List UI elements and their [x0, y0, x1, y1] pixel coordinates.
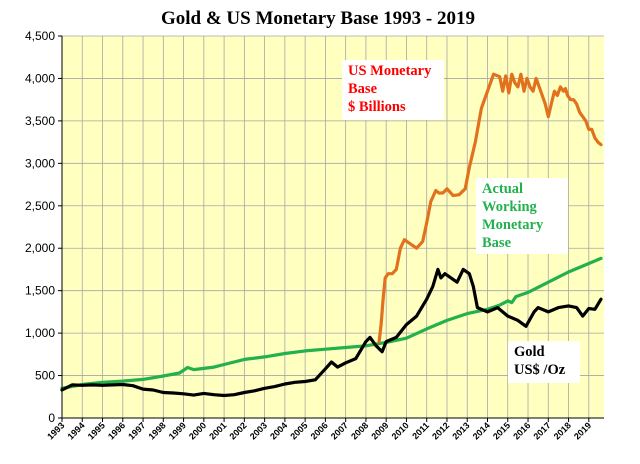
- x-tick-label: 2000: [187, 420, 208, 441]
- x-tick-label: 2015: [491, 420, 512, 441]
- x-tick-label: 2005: [288, 420, 309, 441]
- x-tick-label: 2007: [329, 420, 350, 441]
- x-tick-label: 2013: [450, 420, 471, 441]
- y-tick-label: 3,000: [25, 156, 55, 170]
- x-tick-label: 1995: [86, 420, 107, 441]
- annotations: US Monetary Base $ Billions Actual Working Mo…: [342, 60, 580, 383]
- y-tick-label: 2,000: [25, 241, 55, 255]
- x-tick-label: 1997: [126, 420, 147, 441]
- annotation-line: Monetary: [482, 217, 544, 233]
- x-tick-label: 2018: [552, 420, 573, 441]
- x-tick-label: 2003: [248, 420, 269, 441]
- x-tick-label: 2001: [207, 420, 228, 441]
- y-tick-label: 3,500: [25, 114, 55, 128]
- series-line-2: [60, 267, 603, 398]
- x-tick-label: 2009: [369, 420, 390, 441]
- annotation-line: Working: [482, 199, 538, 215]
- annotation-line: Gold: [514, 344, 545, 360]
- x-tick-label: 1999: [167, 420, 188, 441]
- y-tick-label: 0: [48, 411, 55, 425]
- y-tick-label: 4,500: [25, 29, 55, 43]
- y-tick-label: 2,500: [25, 199, 55, 213]
- series-line-0: [377, 72, 603, 344]
- x-axis-ticks: 1993 1994 1995 1996 1997 1998 1999 2000 2001 2002…: [45, 418, 593, 442]
- annotation-line: Base: [348, 81, 378, 97]
- y-tick-label: 1,500: [25, 284, 55, 298]
- x-tick-label: 2019: [572, 420, 593, 441]
- x-tick-label: 2011: [410, 420, 431, 441]
- y-tick-label: 1,000: [25, 326, 55, 340]
- axes: [61, 36, 604, 419]
- annotation-box: [342, 60, 444, 120]
- y-axis-ticks: 0 500 1,000 1,500 2,000 2,500 3,000 3,500 4,000 4…: [25, 29, 62, 425]
- x-tick-label: 2012: [430, 420, 451, 441]
- annotation-line: $ Billions: [348, 99, 406, 115]
- annotation-line: Base: [482, 235, 512, 251]
- x-tick-label: 2017: [531, 420, 552, 441]
- series-line-1: [60, 256, 603, 390]
- x-tick-label: 2004: [268, 420, 289, 441]
- x-tick-label: 1994: [65, 420, 86, 441]
- series-lines: [60, 72, 603, 398]
- annotation-line: US$ /Oz: [514, 362, 566, 378]
- chart-title: Gold & US Monetary Base 1993 - 2019: [161, 8, 475, 29]
- x-tick-label: 2010: [390, 420, 411, 441]
- x-tick-label: 1998: [146, 420, 167, 441]
- x-tick-label: 1996: [106, 420, 127, 441]
- annotation-line: US Monetary: [348, 63, 432, 79]
- annotation-line: Actual: [482, 181, 523, 197]
- x-tick-label: 2002: [228, 420, 249, 441]
- y-tick-label: 4,000: [25, 71, 55, 85]
- annotation-box: [476, 178, 568, 254]
- x-tick-label: 2016: [511, 420, 532, 441]
- x-tick-label: 2008: [349, 420, 370, 441]
- x-tick-label: 2006: [309, 420, 330, 441]
- y-tick-label: 500: [35, 369, 55, 383]
- x-tick-label: 2014: [471, 420, 492, 441]
- annotation-box: [508, 341, 580, 383]
